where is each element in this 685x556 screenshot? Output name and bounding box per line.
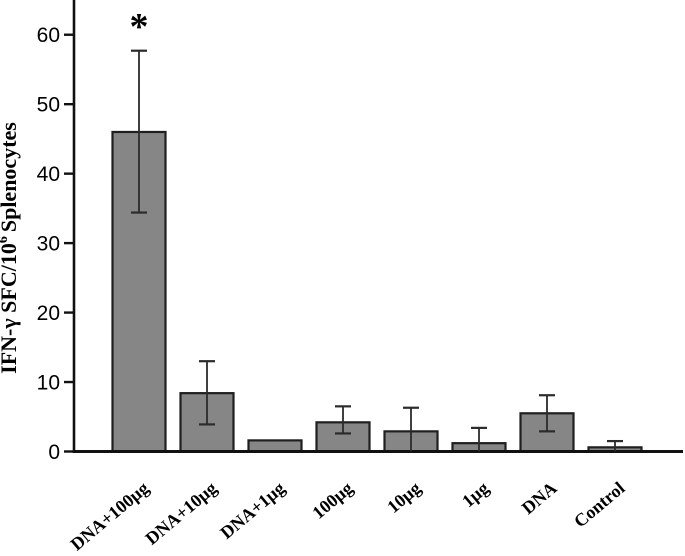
- y-tick-label: 40: [37, 163, 60, 186]
- x-category-label: 10μg: [383, 478, 424, 517]
- y-axis-title: IFN-γ SFC/106Splenocytes: [0, 122, 21, 374]
- bar: [247, 439, 303, 453]
- x-category-label: Control: [570, 478, 629, 532]
- y-tick-label: 10: [37, 372, 60, 395]
- y-tick-label: 50: [37, 94, 60, 117]
- x-category-label: 1μg: [458, 478, 492, 511]
- significance-asterisk: *: [130, 6, 149, 48]
- x-category-label: DNA+100μg: [67, 478, 153, 555]
- x-category-label: DNA+1μg: [216, 478, 288, 543]
- y-tick-label: 60: [37, 24, 60, 47]
- x-category-label: DNA: [518, 478, 561, 518]
- y-tick-label: 30: [37, 233, 60, 256]
- x-category-label: DNA+10μg: [141, 478, 220, 549]
- y-tick-label: 20: [37, 302, 60, 325]
- y-tick-label: 0: [48, 441, 60, 464]
- x-category-label: 100μg: [308, 478, 356, 523]
